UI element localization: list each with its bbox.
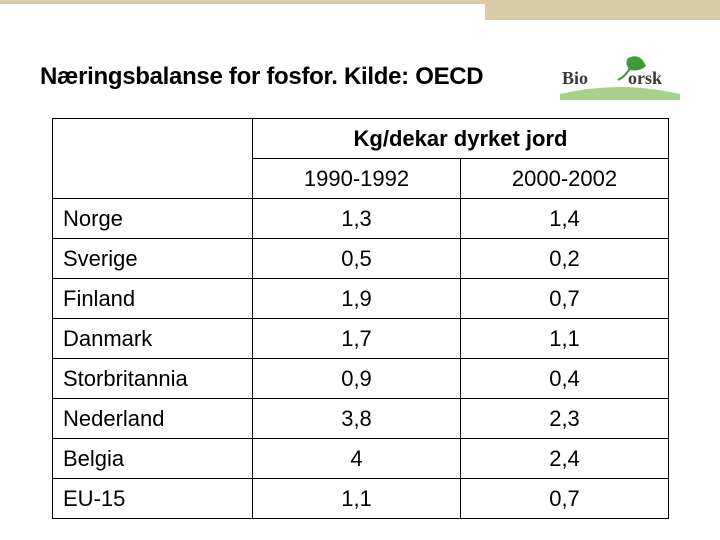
- row-label: Belgia: [53, 439, 253, 479]
- cell-value: 1,4: [461, 199, 669, 239]
- table-row: Danmark 1,7 1,1: [53, 319, 669, 359]
- table-corner-cell: [53, 119, 253, 199]
- table-row: Storbritannia 0,9 0,4: [53, 359, 669, 399]
- table-super-header: Kg/dekar dyrket jord: [253, 119, 669, 159]
- cell-value: 2,3: [461, 399, 669, 439]
- nutrient-balance-table: Kg/dekar dyrket jord 1990-1992 2000-2002…: [52, 118, 669, 519]
- super-header-text: Kg/dekar dyrket jord: [354, 126, 568, 151]
- cell-value: 0,7: [461, 479, 669, 519]
- cell-value: 1,1: [253, 479, 461, 519]
- column-header-1: 2000-2002: [461, 159, 669, 199]
- top-band-thin: [0, 0, 485, 4]
- table-row: Finland 1,9 0,7: [53, 279, 669, 319]
- cell-value: 0,7: [461, 279, 669, 319]
- row-label: Storbritannia: [53, 359, 253, 399]
- cell-value: 1,9: [253, 279, 461, 319]
- cell-value: 0,9: [253, 359, 461, 399]
- table-row: EU-15 1,1 0,7: [53, 479, 669, 519]
- row-label: Finland: [53, 279, 253, 319]
- title-row: Næringsbalanse for fosfor. Kilde: OECD B…: [40, 54, 680, 100]
- cell-value: 2,4: [461, 439, 669, 479]
- table-row: Nederland 3,8 2,3: [53, 399, 669, 439]
- cell-value: 0,4: [461, 359, 669, 399]
- column-header-0: 1990-1992: [253, 159, 461, 199]
- cell-value: 0,2: [461, 239, 669, 279]
- bioforsk-logo: Bio orsk: [560, 54, 680, 100]
- row-label: Danmark: [53, 319, 253, 359]
- data-table-container: Kg/dekar dyrket jord 1990-1992 2000-2002…: [52, 118, 668, 519]
- cell-value: 1,3: [253, 199, 461, 239]
- table-row: Norge 1,3 1,4: [53, 199, 669, 239]
- row-label: Nederland: [53, 399, 253, 439]
- decorative-top-band: [0, 0, 720, 24]
- slide-title: Næringsbalanse for fosfor. Kilde: OECD: [40, 63, 483, 91]
- row-label: EU-15: [53, 479, 253, 519]
- cell-value: 1,7: [253, 319, 461, 359]
- cell-value: 0,5: [253, 239, 461, 279]
- table-body: Norge 1,3 1,4 Sverige 0,5 0,2 Finland 1,…: [53, 199, 669, 519]
- cell-value: 4: [253, 439, 461, 479]
- row-label: Norge: [53, 199, 253, 239]
- svg-text:Bio: Bio: [562, 68, 588, 88]
- cell-value: 3,8: [253, 399, 461, 439]
- table-row: Sverige 0,5 0,2: [53, 239, 669, 279]
- table-super-header-row: Kg/dekar dyrket jord: [53, 119, 669, 159]
- top-band-thick: [485, 0, 720, 20]
- row-label: Sverige: [53, 239, 253, 279]
- svg-text:orsk: orsk: [628, 68, 662, 88]
- cell-value: 1,1: [461, 319, 669, 359]
- table-row: Belgia 4 2,4: [53, 439, 669, 479]
